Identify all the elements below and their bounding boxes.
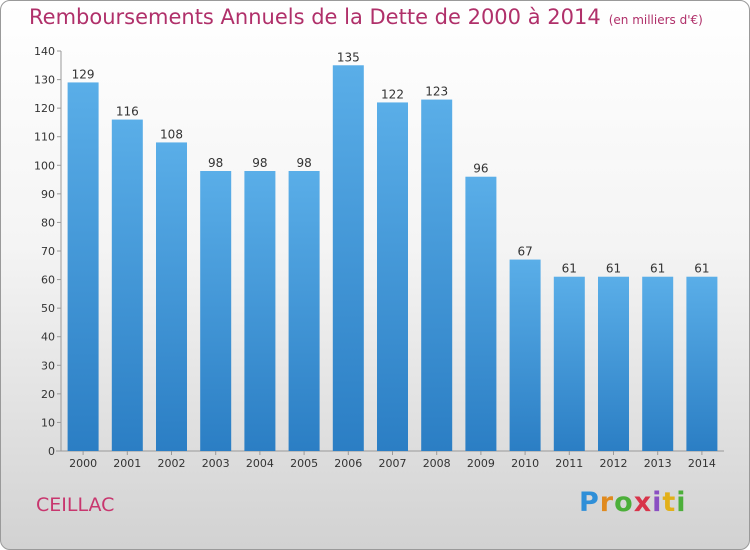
y-tick-label: 140 (34, 45, 55, 58)
chart-axes: 0 10 20 30 40 50 60 70 80 90 100 110 120 130 140 (34, 45, 724, 458)
chart-title: Remboursements Annuels de la Dette de 20… (29, 5, 703, 29)
y-tick-label: 30 (41, 359, 55, 372)
bar-2003 (200, 171, 232, 451)
y-tick-label: 20 (41, 388, 55, 401)
bar-2006 (332, 65, 364, 452)
x-tick-label: 2014 (688, 457, 716, 470)
chart-labels: 2000 129 2001 116 2002 108 2003 98 2004 98 2005 98 2… (69, 50, 716, 470)
data-label: 135 (337, 50, 360, 64)
x-tick-label: 2005 (290, 457, 318, 470)
bar-2014 (686, 276, 718, 451)
x-tick-label: 2003 (202, 457, 230, 470)
y-tick-label: 40 (41, 331, 55, 344)
data-label: 67 (517, 245, 532, 259)
data-label: 61 (650, 262, 665, 276)
bar-2010 (509, 259, 541, 451)
proxiti-logo[interactable]: Proxiti (579, 487, 687, 518)
bar-2002 (156, 142, 187, 451)
x-tick-label: 2007 (379, 457, 407, 470)
chart-title-text: Remboursements Annuels de la Dette de 20… (29, 5, 601, 29)
data-label: 98 (296, 156, 311, 170)
data-label: 116 (116, 105, 139, 119)
x-tick-label: 2010 (511, 457, 539, 470)
commune-name: CEILLAC (36, 494, 115, 516)
bar-2000 (67, 82, 99, 451)
data-label: 61 (606, 262, 621, 276)
x-tick-label: 2002 (158, 457, 186, 470)
bar-2008 (421, 99, 453, 452)
x-tick-label: 2009 (467, 457, 495, 470)
bar-2004 (244, 171, 276, 451)
bar-2007 (377, 102, 408, 451)
data-label: 61 (694, 262, 709, 276)
bar-2011 (553, 276, 585, 451)
x-tick-label: 2013 (644, 457, 672, 470)
x-tick-label: 2012 (600, 457, 628, 470)
x-tick-label: 2004 (246, 457, 274, 470)
y-tick-label: 70 (41, 245, 55, 258)
chart-bars (67, 65, 718, 452)
data-label: 98 (208, 156, 223, 170)
data-label: 96 (473, 162, 488, 176)
y-tick-label: 80 (41, 216, 55, 229)
y-tick-label: 130 (34, 74, 55, 87)
bar-chart: 0 10 20 30 40 50 60 70 80 90 100 110 120 130 140 2000 1… (34, 45, 724, 470)
data-label: 123 (425, 85, 448, 99)
data-label: 108 (160, 127, 183, 141)
x-tick-label: 2011 (555, 457, 583, 470)
bar-2012 (598, 276, 629, 451)
y-tick-label: 90 (41, 188, 55, 201)
data-label: 129 (72, 67, 95, 81)
data-label: 98 (252, 156, 267, 170)
bar-2005 (288, 171, 320, 451)
data-label: 122 (381, 87, 404, 101)
x-tick-label: 2006 (334, 457, 362, 470)
bar-2009 (465, 176, 497, 451)
y-tick-label: 10 (41, 416, 55, 429)
x-tick-label: 2000 (69, 457, 97, 470)
chart-unit: (en milliers d'€) (608, 13, 703, 27)
data-label: 61 (562, 262, 577, 276)
x-tick-label: 2008 (423, 457, 451, 470)
x-tick-label: 2001 (113, 457, 141, 470)
y-tick-label: 60 (41, 274, 55, 287)
y-tick-label: 100 (34, 159, 55, 172)
y-tick-label: 120 (34, 102, 55, 115)
y-tick-label: 0 (48, 445, 55, 458)
y-tick-label: 110 (34, 131, 55, 144)
y-tick-label: 50 (41, 302, 55, 315)
bar-2013 (642, 276, 674, 451)
bar-2001 (111, 119, 143, 452)
